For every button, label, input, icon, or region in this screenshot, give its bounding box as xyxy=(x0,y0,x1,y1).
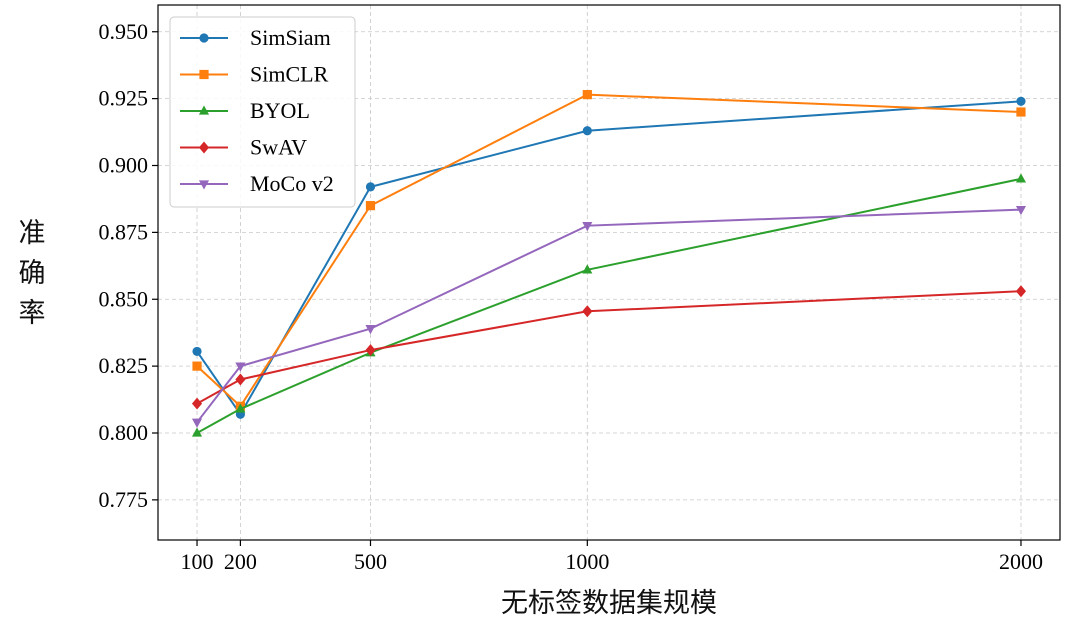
data-point xyxy=(582,126,592,136)
y-axis-label-char: 确 xyxy=(19,258,46,289)
data-point xyxy=(235,373,246,386)
data-point xyxy=(235,362,246,372)
legend-marker xyxy=(198,180,210,190)
x-axis-ticks: 100 200 500 1000 2000 xyxy=(181,540,1043,574)
x-tick-label: 100 xyxy=(181,549,214,574)
data-point xyxy=(192,346,202,357)
legend-marker xyxy=(198,105,210,115)
x-tick-label: 500 xyxy=(354,549,387,574)
data-point xyxy=(365,201,376,211)
series-byol xyxy=(191,173,1027,437)
data-point xyxy=(582,305,593,318)
data-point xyxy=(1015,285,1027,298)
data-point xyxy=(365,324,376,335)
data-point xyxy=(191,397,203,410)
y-axis-label-char: 率 xyxy=(19,298,46,329)
y-tick-label: 0.800 xyxy=(99,420,149,445)
legend-item: SimSiam xyxy=(180,25,331,50)
data-point xyxy=(1016,96,1026,106)
x-tick-label: 2000 xyxy=(999,549,1043,574)
y-axis-label-char: 准 xyxy=(19,218,46,249)
y-tick-label: 0.775 xyxy=(99,487,149,512)
data-point xyxy=(365,344,376,357)
series-line xyxy=(196,290,1022,405)
legend-item: MoCo v2 xyxy=(180,171,334,196)
legend-label: MoCo v2 xyxy=(250,171,334,196)
legend-label: SimCLR xyxy=(250,62,329,87)
data-point xyxy=(582,222,593,232)
legend-label: BYOL xyxy=(250,98,310,123)
y-tick-label: 0.925 xyxy=(99,86,149,111)
data-point xyxy=(582,264,593,274)
legend-marker xyxy=(199,33,209,43)
data-point xyxy=(1015,173,1027,183)
data-point xyxy=(1015,205,1027,216)
x-tick-label: 200 xyxy=(224,549,257,574)
data-point xyxy=(582,90,592,100)
y-tick-label: 0.825 xyxy=(99,353,149,378)
data-point xyxy=(191,418,203,428)
data-point xyxy=(1016,107,1026,117)
plot-area-frame xyxy=(157,4,1061,541)
data-point xyxy=(235,403,246,413)
legend-marker xyxy=(198,141,210,154)
x-axis-label: 无标签数据集规模 xyxy=(501,588,717,619)
legend-item: SwAV xyxy=(180,135,307,160)
data-point xyxy=(192,361,202,371)
legend-label: SimSiam xyxy=(250,25,331,50)
series-line xyxy=(196,177,1022,434)
y-tick-label: 0.900 xyxy=(99,153,149,178)
y-tick-label: 0.950 xyxy=(99,19,149,44)
series-swav xyxy=(191,285,1027,410)
data-point xyxy=(365,182,376,192)
series-lines xyxy=(191,90,1027,437)
x-tick-label: 1000 xyxy=(565,549,609,574)
legend-box xyxy=(169,16,356,208)
legend-item: BYOL xyxy=(180,98,310,123)
legend: SimSiam SimCLR BYOL SwAV MoCo v2 xyxy=(169,16,356,208)
legend-label: SwAV xyxy=(250,135,307,160)
y-tick-label: 0.875 xyxy=(99,219,149,244)
legend-marker xyxy=(199,69,209,80)
legend-item: SimCLR xyxy=(180,62,329,87)
series-moco-v2 xyxy=(191,205,1027,428)
data-point xyxy=(191,427,203,437)
y-axis-ticks: 0.775 0.800 0.825 0.850 0.875 0.900 0.925 0.950 xyxy=(99,19,158,512)
series-line xyxy=(196,208,1022,423)
y-tick-label: 0.850 xyxy=(99,286,149,311)
y-axis-label: 准确率 xyxy=(19,218,46,329)
